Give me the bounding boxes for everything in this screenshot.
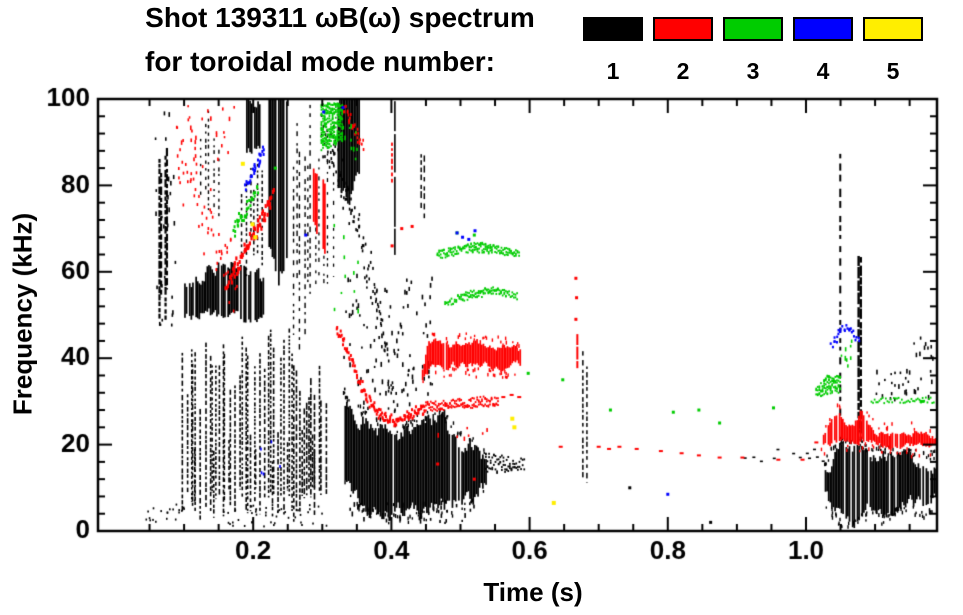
mode4-label: 4	[816, 58, 830, 84]
mode2-label: 2	[676, 58, 690, 84]
legend-item-mode2: 2	[653, 17, 713, 85]
legend-item-mode5: 5	[863, 17, 923, 85]
mode1-label: 1	[606, 58, 620, 84]
mode3-color-swatch	[723, 17, 783, 41]
legend-item-mode3: 3	[723, 17, 783, 85]
mode-legend: 1 2 3 4 5	[583, 17, 923, 85]
mode2-color-swatch	[653, 17, 713, 41]
legend-item-mode4: 4	[793, 17, 853, 85]
mode5-color-swatch	[863, 17, 923, 41]
chart-title-line1: Shot 139311 ωB(ω) spectrum	[145, 2, 535, 33]
legend-item-mode1: 1	[583, 17, 643, 85]
mode3-label: 3	[746, 58, 760, 84]
chart-title-line2: for toroidal mode number:	[145, 46, 495, 77]
mode5-label: 5	[886, 58, 900, 84]
y-axis-title: Frequency (kHz)	[7, 212, 38, 416]
x-axis-title: Time (s)	[483, 577, 583, 607]
mode1-color-swatch	[583, 17, 643, 41]
mode4-color-swatch	[793, 17, 853, 41]
